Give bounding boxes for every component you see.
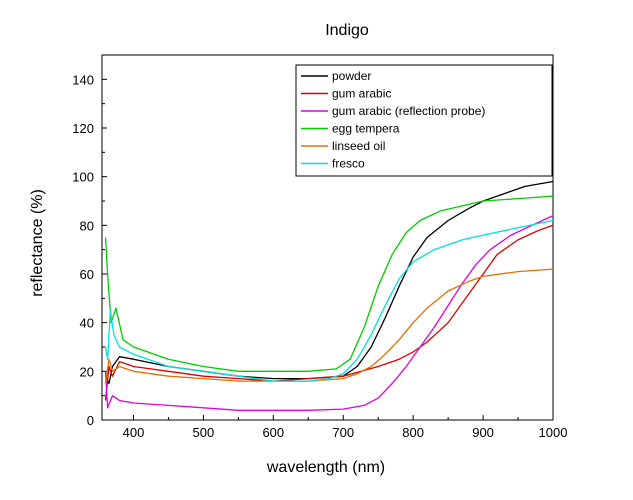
x-axis-label: wavelength (nm) <box>266 459 385 476</box>
y-tick-label: 20 <box>80 364 94 379</box>
series-line-fresco <box>104 219 554 382</box>
chart-title: Indigo <box>325 22 369 39</box>
series-line-egg-tempera <box>104 195 554 372</box>
series-line-gum-arabic-reflection-probe <box>104 215 554 411</box>
legend-label: gum arabic (reflection probe) <box>332 104 485 118</box>
x-tick-label: 1000 <box>539 425 568 440</box>
legend-label: egg tempera <box>332 122 400 136</box>
plot-frame <box>101 54 554 421</box>
x-tick-label: 900 <box>472 425 494 440</box>
legend-label: powder <box>332 69 371 83</box>
legend-label: gum arabic <box>332 87 391 101</box>
y-tick-label: 60 <box>80 267 94 282</box>
y-axis-label: reflectance (%) <box>29 189 46 297</box>
y-tick-label: 120 <box>72 121 94 136</box>
series-line-powder <box>104 180 554 385</box>
legend-label: linseed oil <box>332 139 385 153</box>
x-tick-label: 600 <box>262 425 284 440</box>
y-tick-label: 100 <box>72 170 94 185</box>
legend-box <box>295 64 553 177</box>
y-tick-label: 80 <box>80 218 94 233</box>
y-tick-label: 40 <box>80 316 94 331</box>
x-tick-label: 500 <box>193 425 215 440</box>
x-tick-label: 800 <box>402 425 424 440</box>
x-tick-label: 700 <box>332 425 354 440</box>
series-lines <box>104 180 554 411</box>
legend-label: fresco <box>332 157 365 171</box>
axes: 400 500 600 700 800 900 1000 0 20 40 60 80 100 120 140 <box>72 54 568 440</box>
x-tick-label: 400 <box>123 425 145 440</box>
y-tick-label: 0 <box>87 413 94 428</box>
y-tick-label: 140 <box>72 72 94 87</box>
series-line-gum-arabic <box>104 224 554 401</box>
series-line-linseed-oil <box>104 268 554 384</box>
legend: powder gum arabic gum arabic (reflection p… <box>295 64 553 177</box>
